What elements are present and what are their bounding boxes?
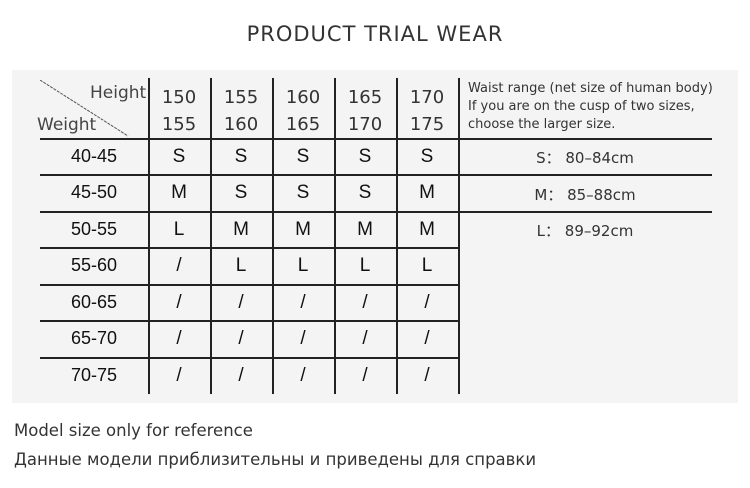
size-cell: M xyxy=(419,219,435,240)
height-to: 175 xyxy=(409,114,445,135)
height-range-header: 150 155 xyxy=(148,84,210,138)
size-cell: / xyxy=(176,255,182,276)
weight-range-label: 50-55 xyxy=(70,219,118,239)
row-divider xyxy=(40,247,459,249)
weight-label: Weight xyxy=(37,115,97,135)
size-cell: / xyxy=(362,365,368,386)
weight-range-label: 55-60 xyxy=(70,255,118,275)
height-range-header: 165 170 xyxy=(334,84,396,138)
size-cell: / xyxy=(300,328,306,349)
size-cell: / xyxy=(300,292,306,313)
weight-range-label: 65-70 xyxy=(70,328,118,348)
height-range-header: 170 175 xyxy=(396,84,458,138)
height-from: 155 xyxy=(223,87,259,108)
column-divider xyxy=(210,78,212,394)
size-cell: / xyxy=(176,328,182,349)
size-cell: / xyxy=(424,328,430,349)
size-cell: S xyxy=(420,146,434,167)
size-cell: L xyxy=(235,255,247,276)
size-cell: / xyxy=(176,292,182,313)
size-cell: / xyxy=(238,365,244,386)
column-divider xyxy=(458,78,460,394)
size-cell: / xyxy=(176,365,182,386)
size-table-panel xyxy=(12,70,738,403)
waist-note: Waist range (net size of human body) If … xyxy=(468,80,713,134)
row-divider xyxy=(40,357,459,359)
size-cell: S xyxy=(296,182,310,203)
size-cell: S xyxy=(358,146,372,167)
size-cell: L xyxy=(173,219,185,240)
row-divider xyxy=(40,284,459,286)
footer-reference-en: Model size only for reference xyxy=(14,421,253,440)
size-cell: S xyxy=(358,182,372,203)
column-divider xyxy=(334,78,336,394)
row-divider xyxy=(40,174,712,176)
size-cell: / xyxy=(424,292,430,313)
column-divider xyxy=(396,78,398,394)
height-from: 165 xyxy=(347,87,383,108)
size-cell: M xyxy=(419,182,435,203)
size-cell: S xyxy=(234,146,248,167)
weight-range-label: 45-50 xyxy=(70,182,118,202)
footer-reference-ru: Данные модели приблизительны и приведены… xyxy=(14,450,537,469)
size-cell: / xyxy=(238,328,244,349)
size-cell: S xyxy=(234,182,248,203)
height-range-header: 155 160 xyxy=(210,84,272,138)
corner-diagonal xyxy=(40,80,129,137)
size-cell: / xyxy=(424,365,430,386)
height-label: Height xyxy=(90,83,147,103)
size-cell: S xyxy=(296,146,310,167)
size-cell: L xyxy=(421,255,433,276)
height-to: 155 xyxy=(161,114,197,135)
size-cell: M xyxy=(357,219,373,240)
size-cell: / xyxy=(300,365,306,386)
page-title: PRODUCT TRIAL WEAR xyxy=(246,22,504,46)
size-cell: M xyxy=(233,219,249,240)
row-divider xyxy=(40,211,712,213)
size-cell: / xyxy=(238,292,244,313)
height-to: 170 xyxy=(347,114,383,135)
size-cell: / xyxy=(362,292,368,313)
waist-note-line: Waist range (net size of human body) xyxy=(468,81,713,96)
height-range-header: 160 165 xyxy=(272,84,334,138)
size-cell: L xyxy=(359,255,371,276)
row-divider xyxy=(40,138,712,140)
waist-note-line: choose the larger size. xyxy=(468,117,616,132)
column-divider xyxy=(272,78,274,394)
waist-note-line: If you are on the cusp of two sizes, xyxy=(468,99,695,114)
height-to: 160 xyxy=(223,114,259,135)
height-from: 160 xyxy=(285,87,321,108)
waist-range-l: L： 89–92cm xyxy=(536,222,634,240)
weight-range-label: 60-65 xyxy=(70,292,118,312)
weight-range-label: 40-45 xyxy=(70,146,118,166)
height-from: 150 xyxy=(161,87,197,108)
height-to: 165 xyxy=(285,114,321,135)
size-cell: / xyxy=(362,328,368,349)
waist-range-m: M： 85–88cm xyxy=(534,186,636,204)
size-cell: M xyxy=(171,182,187,203)
size-cell: M xyxy=(295,219,311,240)
size-cell: S xyxy=(172,146,186,167)
height-from: 170 xyxy=(409,87,445,108)
weight-range-label: 70-75 xyxy=(70,365,118,385)
waist-range-s: S： 80–84cm xyxy=(536,149,634,167)
size-cell: L xyxy=(297,255,309,276)
row-divider xyxy=(40,320,459,322)
column-divider xyxy=(148,78,150,394)
